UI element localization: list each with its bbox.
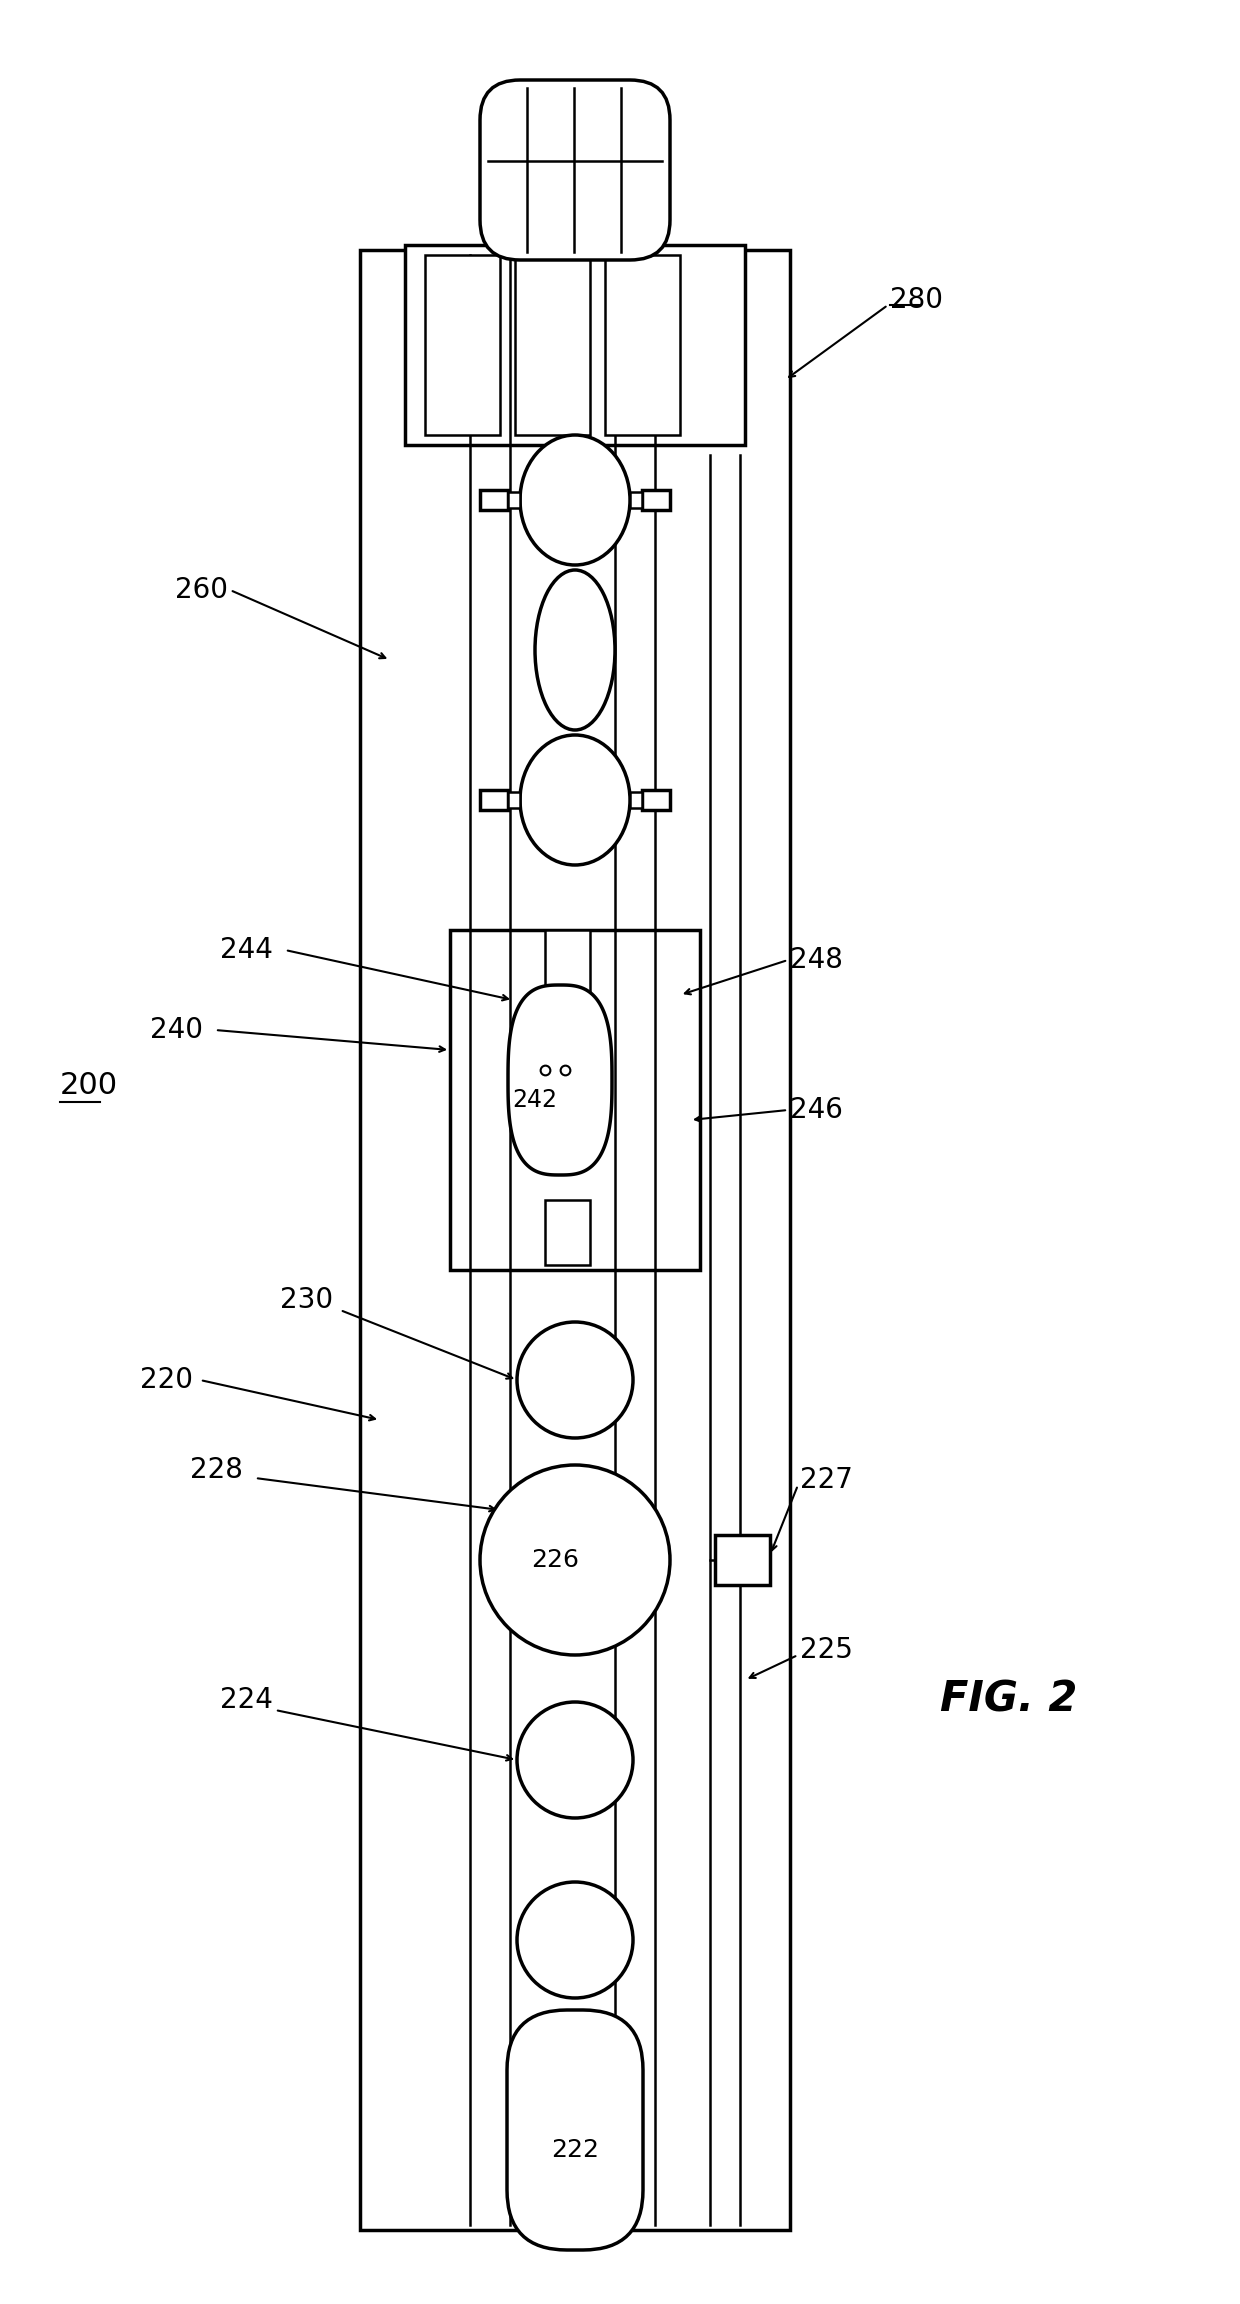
Bar (630, 793, 642, 809)
Text: FIG. 2: FIG. 2 (940, 1680, 1078, 1721)
Text: 224: 224 (219, 1687, 273, 1714)
Text: 246: 246 (790, 1097, 843, 1124)
Ellipse shape (517, 1322, 632, 1438)
Text: 220: 220 (140, 1366, 193, 1394)
Bar (605, 256, 680, 435)
Bar (546, 931, 590, 995)
Text: 242: 242 (512, 1087, 558, 1113)
Text: 200: 200 (60, 1071, 118, 1099)
FancyBboxPatch shape (480, 81, 670, 260)
Text: 225: 225 (800, 1636, 853, 1663)
Bar (515, 256, 590, 435)
Text: 260: 260 (175, 576, 228, 604)
Ellipse shape (480, 1465, 670, 1654)
Text: 248: 248 (790, 947, 843, 975)
Polygon shape (508, 986, 613, 1175)
Text: 240: 240 (150, 1016, 203, 1044)
Bar (642, 491, 670, 509)
Bar (480, 790, 508, 811)
Ellipse shape (520, 735, 630, 864)
Bar (630, 493, 642, 507)
Text: 222: 222 (551, 2138, 599, 2161)
Text: 230: 230 (280, 1286, 334, 1313)
Bar (480, 491, 508, 509)
Bar (425, 256, 500, 435)
Bar (546, 1200, 590, 1265)
Bar (360, 251, 790, 2230)
Ellipse shape (534, 569, 615, 730)
Text: 228: 228 (190, 1456, 243, 1484)
FancyBboxPatch shape (507, 2009, 644, 2251)
Ellipse shape (517, 1882, 632, 1998)
Text: 280: 280 (890, 286, 942, 313)
Text: 227: 227 (800, 1465, 853, 1493)
Bar (450, 931, 701, 1270)
Bar (642, 790, 670, 811)
Bar (508, 493, 520, 507)
Bar (508, 793, 520, 809)
Bar (405, 244, 745, 445)
Text: 226: 226 (531, 1548, 579, 1571)
Ellipse shape (517, 1703, 632, 1818)
Text: 244: 244 (219, 935, 273, 963)
Ellipse shape (520, 435, 630, 564)
Bar (715, 1534, 770, 1585)
